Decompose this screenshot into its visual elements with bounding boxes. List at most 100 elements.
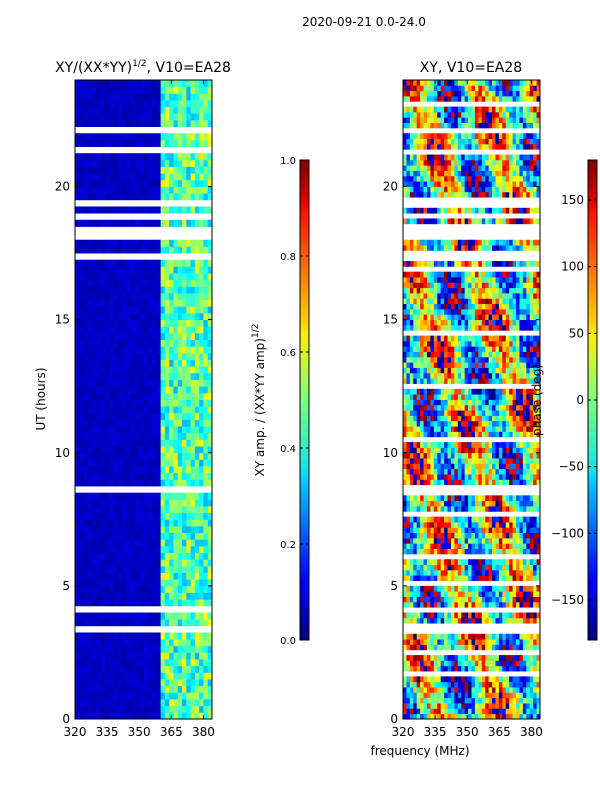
amplitude-cell: [122, 80, 127, 88]
amplitude-cell: [156, 359, 162, 367]
amplitude-cell: [96, 672, 102, 680]
amplitude-cell: [160, 426, 166, 434]
phase-cell: [519, 548, 524, 555]
phase-cell: [522, 703, 527, 709]
phase-cell: [516, 612, 520, 619]
phase-cell: [444, 372, 448, 379]
phase-cell: [516, 660, 520, 667]
phase-cell: [492, 575, 496, 581]
phase-cell: [430, 692, 435, 699]
amplitude-cell: [143, 379, 149, 387]
phase-cell: [526, 442, 531, 448]
phase-cell: [409, 399, 414, 406]
amplitude-cell: [104, 133, 110, 141]
amplitude-cell: [182, 379, 187, 387]
phase-cell: [526, 447, 531, 454]
phase-cell: [461, 575, 466, 581]
phase-cell: [413, 687, 418, 693]
amplitude-cell: [190, 326, 196, 334]
amplitude-cell: [92, 599, 97, 607]
amplitude-cell: [139, 665, 144, 673]
amplitude-cell: [139, 406, 144, 414]
phase-cell: [409, 665, 414, 672]
amplitude-cell: [109, 293, 114, 301]
amplitude-cell: [130, 319, 136, 327]
amplitude-cell: [207, 139, 212, 147]
phase-cell: [409, 548, 414, 555]
phase-cell: [498, 633, 503, 640]
amplitude-cell: [207, 312, 212, 321]
amplitude-cell: [199, 512, 204, 520]
amplitude-cell: [194, 266, 200, 274]
amplitude-cell: [207, 326, 212, 334]
amplitude-cell: [194, 532, 200, 540]
phase-cell: [498, 569, 503, 576]
amplitude-cell: [186, 632, 191, 640]
phase-cell: [440, 378, 445, 384]
amplitude-cell: [147, 279, 153, 287]
amplitude-cell: [139, 399, 144, 407]
phase-cell: [536, 713, 540, 719]
amplitude-cell: [156, 652, 162, 660]
phase-cell: [495, 617, 500, 624]
amplitude-cell: [203, 206, 209, 214]
amplitude-cell: [109, 80, 114, 88]
amplitude-cell: [152, 346, 157, 354]
amplitude-cell: [75, 412, 80, 420]
phase-cell: [403, 591, 407, 597]
amplitude-cell: [160, 359, 166, 367]
amplitude-cell: [173, 672, 179, 680]
phase-cell: [468, 692, 472, 699]
amplitude-cell: [83, 106, 89, 114]
amplitude-cell: [164, 512, 170, 520]
amplitude-cell: [194, 612, 200, 620]
amplitude-cell: [75, 692, 80, 700]
amplitude-cell: [147, 286, 153, 294]
phase-cell: [416, 458, 421, 464]
phase-cell: [464, 633, 469, 640]
amplitude-cell: [203, 572, 209, 580]
amplitude-cell: [96, 99, 102, 108]
amplitude-cell: [164, 266, 170, 274]
phase-cell: [409, 617, 414, 624]
phase-cell: [485, 687, 490, 693]
phase-cell: [430, 564, 435, 571]
phase-cell: [433, 463, 438, 470]
amplitude-cell: [75, 525, 80, 534]
phase-cell: [426, 644, 431, 651]
amplitude-cell: [152, 159, 157, 167]
phase-cell: [492, 516, 496, 523]
amplitude-cell: [117, 659, 123, 667]
amplitude-cell: [182, 239, 187, 247]
amplitude-cell: [169, 173, 174, 181]
phase-cell: [529, 447, 534, 454]
amplitude-cell: [156, 679, 162, 687]
phase-cell: [492, 687, 496, 693]
phase-cell: [492, 463, 496, 470]
amplitude-cell: [96, 80, 102, 88]
phase-cell: [471, 644, 476, 651]
phase-cell: [464, 596, 469, 603]
phase-cell: [495, 639, 500, 645]
amplitude-cell: [139, 645, 144, 653]
amplitude-cell: [173, 512, 179, 520]
amplitude-cell: [173, 359, 179, 367]
phase-cell: [409, 612, 414, 619]
phase-cell: [485, 506, 490, 512]
amplitude-cell: [160, 552, 166, 560]
amplitude-cell: [75, 679, 80, 687]
phase-cell: [440, 559, 445, 565]
amplitude-cell: [87, 512, 93, 520]
amplitude-cell: [160, 672, 166, 680]
amplitude-cell: [147, 379, 153, 387]
phase-cell: [516, 708, 520, 715]
phase-cell: [498, 452, 503, 459]
phase-cell: [457, 617, 462, 624]
amplitude-cell: [173, 352, 179, 360]
amplitude-cell: [186, 372, 191, 380]
amplitude-cell: [194, 599, 200, 607]
phase-cell: [516, 521, 520, 528]
phase-cell: [509, 394, 513, 400]
phase-cell: [413, 474, 418, 480]
phase-cell: [420, 692, 424, 699]
